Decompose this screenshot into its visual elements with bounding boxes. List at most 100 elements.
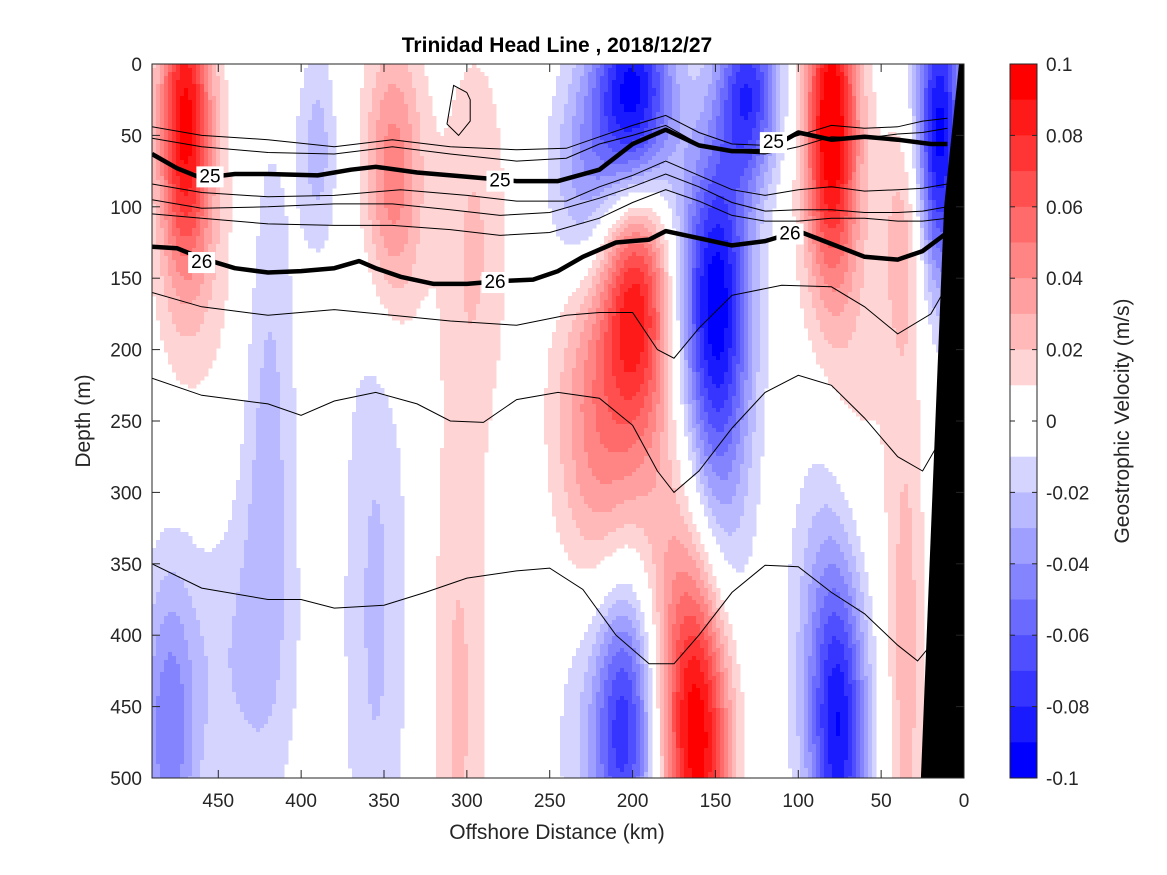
velocity-cell <box>480 104 485 109</box>
velocity-cell <box>600 112 605 117</box>
velocity-cell <box>660 104 665 109</box>
velocity-cell <box>368 80 373 85</box>
velocity-cell <box>212 112 217 117</box>
velocity-cell <box>208 116 213 121</box>
velocity-cell <box>620 76 625 81</box>
velocity-cell <box>860 96 865 101</box>
velocity-cell <box>556 84 561 89</box>
velocity-cell <box>668 104 673 109</box>
velocity-cell <box>828 92 833 97</box>
velocity-cell <box>328 100 333 105</box>
velocity-cell <box>664 80 669 85</box>
velocity-cell <box>592 68 597 73</box>
velocity-cell <box>948 80 953 85</box>
velocity-cell <box>420 92 425 97</box>
velocity-cell <box>732 80 737 85</box>
velocity-cell <box>868 68 873 73</box>
velocity-cell <box>924 68 929 73</box>
velocity-cell <box>412 116 417 121</box>
velocity-cell <box>848 64 853 69</box>
velocity-cell <box>748 84 753 89</box>
velocity-cell <box>184 104 189 109</box>
velocity-cell <box>804 116 809 121</box>
velocity-cell <box>812 116 817 121</box>
velocity-cell <box>652 88 657 93</box>
velocity-cell <box>748 108 753 113</box>
velocity-cell <box>160 116 165 121</box>
velocity-cell <box>604 112 609 117</box>
velocity-cell <box>720 108 725 113</box>
velocity-cell <box>764 76 769 81</box>
velocity-cell <box>768 104 773 109</box>
velocity-cell <box>656 104 661 109</box>
velocity-cell <box>416 108 421 113</box>
velocity-cell <box>188 112 193 117</box>
velocity-cell <box>736 76 741 81</box>
velocity-cell <box>212 116 217 121</box>
velocity-cell <box>400 116 405 121</box>
velocity-cell <box>460 100 465 105</box>
velocity-cell <box>460 92 465 97</box>
velocity-cell <box>916 76 921 81</box>
velocity-cell <box>628 112 633 117</box>
velocity-cell <box>368 116 373 121</box>
velocity-cell <box>596 104 601 109</box>
velocity-cell <box>844 104 849 109</box>
velocity-cell <box>636 112 641 117</box>
velocity-cell <box>732 92 737 97</box>
velocity-cell <box>744 108 749 113</box>
velocity-cell <box>220 72 225 77</box>
velocity-cell <box>420 104 425 109</box>
velocity-cell <box>632 88 637 93</box>
velocity-cell <box>168 72 173 77</box>
velocity-cell <box>416 84 421 89</box>
velocity-cell <box>428 120 433 125</box>
velocity-cell <box>620 116 625 121</box>
velocity-cell <box>724 76 729 81</box>
velocity-cell <box>328 120 333 125</box>
velocity-cell <box>208 120 213 125</box>
velocity-cell <box>460 116 465 121</box>
velocity-cell <box>160 120 165 125</box>
velocity-cell <box>912 64 917 69</box>
velocity-cell <box>764 72 769 77</box>
velocity-cell <box>472 72 477 77</box>
velocity-cell <box>416 76 421 81</box>
velocity-cell <box>404 64 409 69</box>
velocity-cell <box>872 92 877 97</box>
velocity-cell <box>628 72 633 77</box>
velocity-cell <box>212 84 217 89</box>
velocity-cell <box>656 88 661 93</box>
velocity-cell <box>816 92 821 97</box>
velocity-cell <box>200 72 205 77</box>
velocity-cell <box>456 116 461 121</box>
velocity-cell <box>948 96 953 101</box>
velocity-cell <box>316 120 321 125</box>
velocity-cell <box>200 84 205 89</box>
velocity-cell <box>588 104 593 109</box>
velocity-cell <box>308 120 313 125</box>
velocity-cell <box>464 76 469 81</box>
velocity-cell <box>732 88 737 93</box>
velocity-cell <box>672 80 677 85</box>
velocity-cell <box>600 88 605 93</box>
velocity-cell <box>368 100 373 105</box>
velocity-cell <box>736 112 741 117</box>
velocity-cell <box>644 104 649 109</box>
velocity-cell <box>916 92 921 97</box>
velocity-cell <box>768 84 773 89</box>
velocity-cell <box>692 100 697 105</box>
velocity-cell <box>576 108 581 113</box>
velocity-cell <box>208 96 213 101</box>
velocity-cell <box>176 112 181 117</box>
velocity-cell <box>756 92 761 97</box>
velocity-cell <box>304 92 309 97</box>
velocity-cell <box>156 76 161 81</box>
velocity-cell <box>660 100 665 105</box>
velocity-cell <box>752 64 757 69</box>
velocity-cell <box>704 100 709 105</box>
velocity-cell <box>664 88 669 93</box>
velocity-cell <box>772 100 777 105</box>
velocity-cell <box>760 92 765 97</box>
velocity-cell <box>776 96 781 101</box>
